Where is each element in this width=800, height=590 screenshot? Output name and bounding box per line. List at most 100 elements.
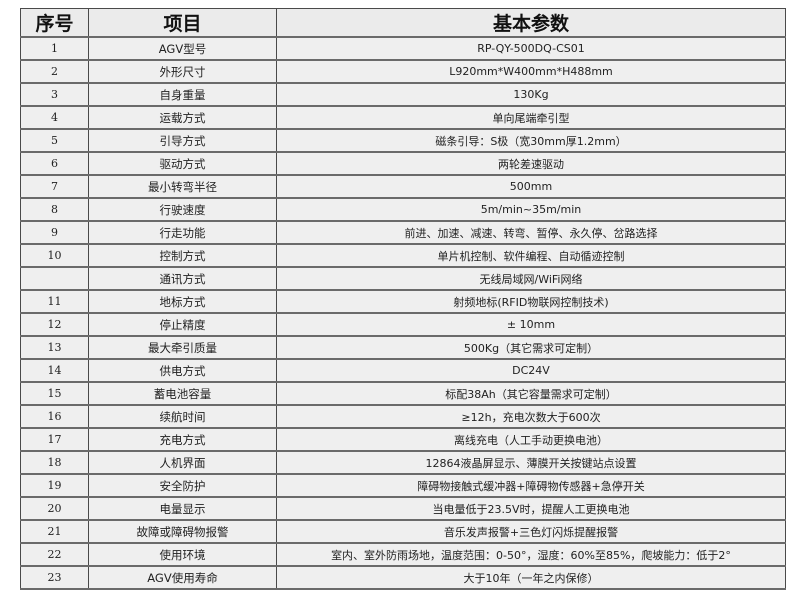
row-number: 8 (20, 197, 89, 222)
table-row: 3 自身重量 130Kg (20, 82, 786, 107)
row-value: 室内、室外防雨场地，温度范围：0-50°，湿度：60%至85%，爬坡能力：低于2… (276, 542, 786, 567)
table-row: 22 使用环境 室内、室外防雨场地，温度范围：0-50°，湿度：60%至85%，爬坡… (20, 542, 786, 567)
row-item: 运载方式 (88, 105, 277, 130)
row-value: 当电量低于23.5V时，提醒人工更换电池 (276, 496, 786, 521)
header-value: 基本参数 (276, 8, 786, 38)
row-value: ≥12h，充电次数大于600次 (276, 404, 786, 429)
row-number: 19 (20, 473, 89, 498)
table-row: 10 控制方式 单片机控制、软件编程、自动循迹控制 (20, 243, 786, 268)
row-value: 单向尾端牵引型 (276, 105, 786, 130)
row-item: 停止精度 (88, 312, 277, 337)
row-value: 射频地标(RFID物联网控制技术) (276, 289, 786, 314)
header-no: 序号 (20, 8, 89, 38)
row-value: L920mm*W400mm*H488mm (276, 59, 786, 84)
row-number: 21 (20, 519, 89, 544)
row-number: 6 (20, 151, 89, 176)
table-row: 7 最小转弯半径 500mm (20, 174, 786, 199)
header-item: 项目 (88, 8, 277, 38)
row-number: 3 (20, 82, 89, 107)
row-item: 通讯方式 (88, 266, 277, 291)
table-row: 14 供电方式 DC24V (20, 358, 786, 383)
table-row: 15 蓄电池容量 标配38Ah（其它容量需求可定制） (20, 381, 786, 406)
row-number: 2 (20, 59, 89, 84)
header-row: 序号 项目 基本参数 (20, 8, 786, 38)
row-item: 最大牵引质量 (88, 335, 277, 360)
table-row: 6 驱动方式 两轮差速驱动 (20, 151, 786, 176)
row-item: 自身重量 (88, 82, 277, 107)
row-number: 15 (20, 381, 89, 406)
row-number: 23 (20, 565, 89, 590)
table-row: 21 故障或障碍物报警 音乐发声报警+三色灯闪烁提醒报警 (20, 519, 786, 544)
table-row: 18 人机界面 12864液晶屏显示、薄膜开关按键站点设置 (20, 450, 786, 475)
row-item: 最小转弯半径 (88, 174, 277, 199)
row-number: 9 (20, 220, 89, 245)
row-value: 130Kg (276, 82, 786, 107)
row-value: 无线局域网/WiFi网络 (276, 266, 786, 291)
table-row: 17 充电方式 离线充电（人工手动更换电池） (20, 427, 786, 452)
row-number: 10 (20, 243, 89, 268)
table-row: 5 引导方式 磁条引导：S极（宽30mm厚1.2mm） (20, 128, 786, 153)
row-number: 14 (20, 358, 89, 383)
row-number (20, 266, 89, 291)
row-item: 使用环境 (88, 542, 277, 567)
row-value: 500mm (276, 174, 786, 199)
table-row: 19 安全防护 障碍物接触式缓冲器+障碍物传感器+急停开关 (20, 473, 786, 498)
row-item: 引导方式 (88, 128, 277, 153)
table-row: 4 运载方式 单向尾端牵引型 (20, 105, 786, 130)
table-row: 9 行走功能 前进、加速、减速、转弯、暂停、永久停、岔路选择 (20, 220, 786, 245)
table-row: 13 最大牵引质量 500Kg（其它需求可定制） (20, 335, 786, 360)
table-row: 1 AGV型号 RP-QY-500DQ-CS01 (20, 36, 786, 61)
row-item: 蓄电池容量 (88, 381, 277, 406)
row-value: 障碍物接触式缓冲器+障碍物传感器+急停开关 (276, 473, 786, 498)
row-item: 人机界面 (88, 450, 277, 475)
row-item: AGV使用寿命 (88, 565, 277, 590)
row-item: AGV型号 (88, 36, 277, 61)
table-row: 11 地标方式 射频地标(RFID物联网控制技术) (20, 289, 786, 314)
row-value: 音乐发声报警+三色灯闪烁提醒报警 (276, 519, 786, 544)
row-number: 17 (20, 427, 89, 452)
row-value: 12864液晶屏显示、薄膜开关按键站点设置 (276, 450, 786, 475)
table-row: 20 电量显示 当电量低于23.5V时，提醒人工更换电池 (20, 496, 786, 521)
row-item: 行驶速度 (88, 197, 277, 222)
row-item: 驱动方式 (88, 151, 277, 176)
row-value: 离线充电（人工手动更换电池） (276, 427, 786, 452)
row-number: 16 (20, 404, 89, 429)
row-number: 4 (20, 105, 89, 130)
row-item: 电量显示 (88, 496, 277, 521)
table-row: 通讯方式 无线局域网/WiFi网络 (20, 266, 786, 291)
row-value: 前进、加速、减速、转弯、暂停、永久停、岔路选择 (276, 220, 786, 245)
row-number: 20 (20, 496, 89, 521)
row-value: 500Kg（其它需求可定制） (276, 335, 786, 360)
row-item: 控制方式 (88, 243, 277, 268)
table-row: 8 行驶速度 5m/min~35m/min (20, 197, 786, 222)
row-number: 18 (20, 450, 89, 475)
row-number: 5 (20, 128, 89, 153)
row-number: 11 (20, 289, 89, 314)
spec-table: 序号 项目 基本参数 1 AGV型号 RP-QY-500DQ-CS01 2 外形尺寸 L9… (20, 8, 786, 590)
row-value: 磁条引导：S极（宽30mm厚1.2mm） (276, 128, 786, 153)
row-number: 13 (20, 335, 89, 360)
row-item: 续航时间 (88, 404, 277, 429)
table-row: 16 续航时间 ≥12h，充电次数大于600次 (20, 404, 786, 429)
table-row: 12 停止精度 ± 10mm (20, 312, 786, 337)
row-value: 单片机控制、软件编程、自动循迹控制 (276, 243, 786, 268)
row-number: 12 (20, 312, 89, 337)
row-item: 故障或障碍物报警 (88, 519, 277, 544)
row-number: 7 (20, 174, 89, 199)
row-item: 行走功能 (88, 220, 277, 245)
row-value: 两轮差速驱动 (276, 151, 786, 176)
row-value: 5m/min~35m/min (276, 197, 786, 222)
table-row: 2 外形尺寸 L920mm*W400mm*H488mm (20, 59, 786, 84)
row-item: 充电方式 (88, 427, 277, 452)
row-item: 地标方式 (88, 289, 277, 314)
row-item: 安全防护 (88, 473, 277, 498)
table-row: 23 AGV使用寿命 大于10年（一年之内保修） (20, 565, 786, 590)
table-body: 1 AGV型号 RP-QY-500DQ-CS01 2 外形尺寸 L920mm*W400mm… (20, 36, 786, 590)
row-value: RP-QY-500DQ-CS01 (276, 36, 786, 61)
row-value: 大于10年（一年之内保修） (276, 565, 786, 590)
row-value: ± 10mm (276, 312, 786, 337)
row-item: 供电方式 (88, 358, 277, 383)
row-value: 标配38Ah（其它容量需求可定制） (276, 381, 786, 406)
row-number: 22 (20, 542, 89, 567)
row-number: 1 (20, 36, 89, 61)
